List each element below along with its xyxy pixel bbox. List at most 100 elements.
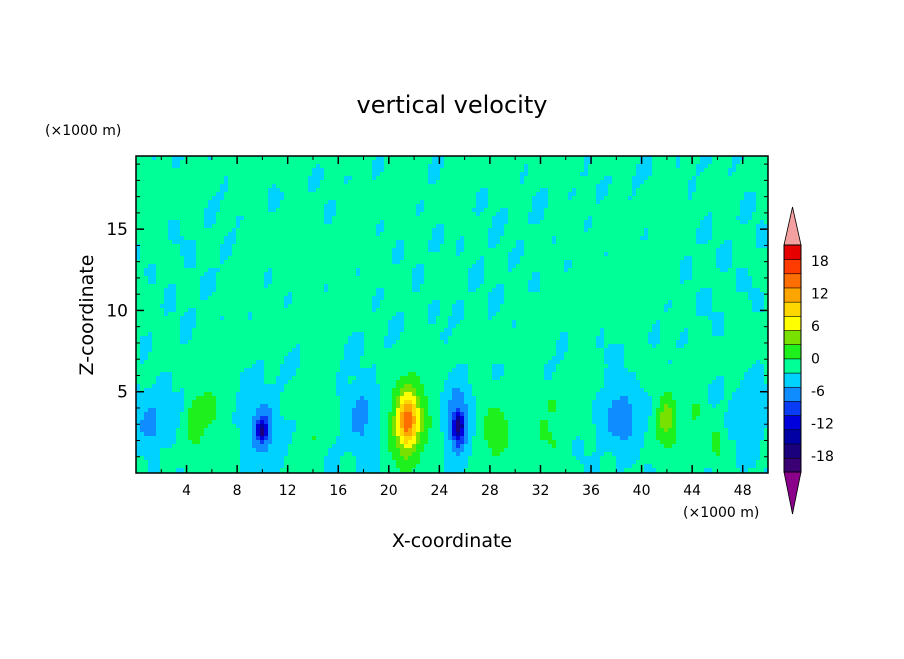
field-cell: [156, 212, 161, 217]
field-cell: [572, 276, 577, 281]
field-cell: [728, 240, 733, 245]
field-cell: [568, 216, 573, 221]
field-cell: [276, 180, 281, 185]
field-cell: [612, 204, 617, 209]
field-cell: [628, 192, 633, 197]
field-cell: [316, 180, 321, 185]
field-cell: [516, 256, 521, 261]
field-cell: [700, 272, 705, 277]
field-cell: [348, 204, 353, 209]
field-cell: [432, 228, 437, 233]
field-cell: [428, 156, 433, 161]
field-cell: [260, 212, 265, 217]
field-cell: [356, 224, 361, 229]
field-cell: [476, 188, 481, 193]
field-cell: [584, 220, 589, 225]
field-cell: [504, 196, 509, 201]
field-cell: [676, 164, 681, 169]
field-cell: [516, 268, 521, 273]
field-cell: [368, 176, 373, 181]
field-cell: [564, 220, 569, 225]
field-cell: [348, 248, 353, 253]
field-cell: [704, 276, 709, 281]
field-cell: [420, 260, 425, 265]
field-cell: [240, 180, 245, 185]
field-cell: [580, 232, 585, 237]
field-cell: [628, 260, 633, 265]
field-cell: [736, 244, 741, 249]
field-cell: [536, 196, 541, 201]
field-cell: [376, 176, 381, 181]
field-cell: [276, 220, 281, 225]
field-cell: [172, 176, 177, 181]
field-cell: [576, 268, 581, 273]
field-cell: [596, 256, 601, 261]
field-cell: [464, 252, 469, 257]
field-cell: [644, 224, 649, 229]
field-cell: [720, 228, 725, 233]
field-cell: [340, 220, 345, 225]
field-cell: [460, 276, 465, 281]
field-cell: [660, 176, 665, 181]
field-cell: [556, 172, 561, 177]
field-cell: [232, 208, 237, 213]
field-cell: [604, 160, 609, 165]
field-cell: [532, 180, 537, 185]
field-cell: [168, 280, 173, 285]
field-cell: [580, 268, 585, 273]
field-cell: [296, 168, 301, 173]
field-cell: [664, 252, 669, 257]
field-cell: [632, 172, 637, 177]
field-cell: [260, 220, 265, 225]
field-cell: [216, 228, 221, 233]
field-cell: [528, 248, 533, 253]
field-cell: [596, 248, 601, 253]
field-cell: [396, 232, 401, 237]
field-cell: [592, 224, 597, 229]
field-cell: [332, 236, 337, 241]
field-cell: [648, 216, 653, 221]
field-cell: [516, 252, 521, 257]
field-cell: [280, 256, 285, 261]
field-cell: [484, 280, 489, 285]
field-cell: [304, 200, 309, 205]
field-cell: [348, 244, 353, 249]
field-cell: [692, 252, 697, 257]
field-cell: [720, 168, 725, 173]
field-cell: [656, 268, 661, 273]
field-cell: [612, 156, 617, 161]
field-cell: [468, 184, 473, 189]
field-cell: [260, 276, 265, 281]
field-cell: [540, 196, 545, 201]
field-cell: [652, 232, 657, 237]
field-cell: [684, 192, 689, 197]
field-cell: [244, 160, 249, 165]
field-cell: [224, 196, 229, 201]
field-cell: [328, 176, 333, 181]
field-cell: [384, 228, 389, 233]
field-cell: [584, 176, 589, 181]
field-cell: [436, 244, 441, 249]
field-cell: [540, 184, 545, 189]
field-cell: [588, 196, 593, 201]
field-cell: [140, 196, 145, 201]
field-cell: [552, 200, 557, 205]
field-cell: [704, 160, 709, 165]
field-cell: [292, 280, 297, 285]
field-cell: [436, 280, 441, 285]
field-cell: [180, 208, 185, 213]
field-cell: [392, 156, 397, 161]
field-cell: [164, 224, 169, 229]
field-cell: [524, 264, 529, 269]
field-cell: [764, 160, 768, 165]
field-cell: [384, 192, 389, 197]
field-cell: [520, 240, 525, 245]
field-cell: [176, 244, 181, 249]
field-cell: [736, 176, 741, 181]
field-cell: [476, 208, 481, 213]
field-cell: [224, 236, 229, 241]
field-cell: [580, 272, 585, 277]
field-cell: [632, 256, 637, 261]
field-cell: [736, 172, 741, 177]
field-cell: [168, 156, 173, 161]
